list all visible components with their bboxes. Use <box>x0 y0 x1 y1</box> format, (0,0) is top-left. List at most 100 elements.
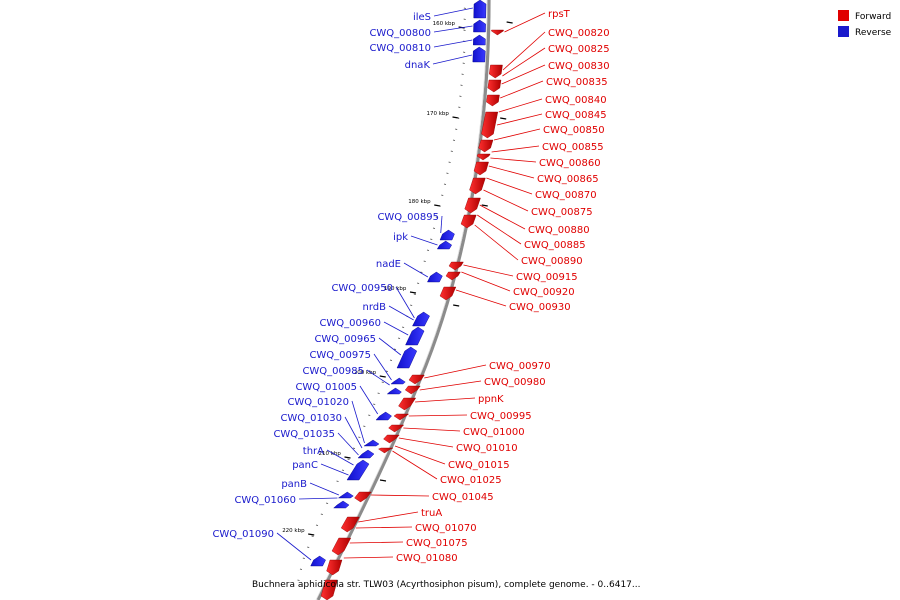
forward-gene-feature <box>439 286 457 301</box>
forward-gene-feature <box>476 153 491 161</box>
forward-gene-label[interactable]: rpsT <box>548 9 571 20</box>
reverse-gene-label[interactable]: CWQ_00960 <box>319 318 381 329</box>
reverse-leader-line <box>337 432 359 456</box>
reverse-gene-label[interactable]: panC <box>292 460 318 471</box>
reverse-gene-label[interactable]: ileS <box>413 12 431 23</box>
forward-gene-label[interactable]: truA <box>421 508 442 519</box>
reverse-gene-label[interactable]: nadE <box>376 259 401 270</box>
forward-gene-label[interactable]: CWQ_00920 <box>513 287 575 298</box>
reverse-gene-label[interactable]: nrdB <box>363 302 387 313</box>
forward-gene-label[interactable]: CWQ_00875 <box>531 207 593 218</box>
reverse-gene-label[interactable]: CWQ_01005 <box>295 382 357 393</box>
forward-gene-label[interactable]: CWQ_01015 <box>448 460 510 471</box>
reverse-gene-label[interactable]: CWQ_00810 <box>369 43 431 54</box>
forward-gene-label[interactable]: CWQ_01025 <box>440 475 502 486</box>
forward-gene-label[interactable]: CWQ_00930 <box>509 302 571 313</box>
reverse-gene-label[interactable]: CWQ_00985 <box>302 366 364 377</box>
tick-label: 220 kbp <box>282 528 305 534</box>
forward-leader-line <box>408 414 468 417</box>
reverse-leader-line <box>410 235 438 246</box>
reverse-leader-line <box>366 369 390 386</box>
minor-tick <box>417 282 420 284</box>
forward-gene-label[interactable]: CWQ_00890 <box>521 256 583 267</box>
reverse-gene-label[interactable]: CWQ_00975 <box>309 350 371 361</box>
minor-tick <box>381 381 384 383</box>
forward-gene-label[interactable]: CWQ_00855 <box>542 142 604 153</box>
forward-gene-label[interactable]: CWQ_00840 <box>545 95 607 106</box>
forward-gene-label[interactable]: CWQ_01080 <box>396 553 458 564</box>
reverse-gene-feature <box>333 500 350 509</box>
forward-gene-feature <box>398 397 417 411</box>
label-layer: rpsT CWQ_00820 CWQ_00825 CWQ_00830 CWQ_00835… <box>212 7 610 564</box>
forward-gene-label[interactable]: CWQ_00825 <box>548 44 610 55</box>
reverse-gene-feature <box>405 326 425 346</box>
forward-gene-label[interactable]: ppnK <box>478 394 504 405</box>
minor-tick <box>463 29 466 31</box>
reverse-gene-feature <box>436 240 452 250</box>
forward-gene-label[interactable]: CWQ_00865 <box>537 174 599 185</box>
minor-tick <box>413 293 416 295</box>
forward-gene-feature <box>481 111 499 139</box>
forward-gene-feature <box>460 214 477 229</box>
forward-gene-label[interactable]: CWQ_00820 <box>548 28 610 39</box>
reverse-gene-label[interactable]: CWQ_00800 <box>369 28 431 39</box>
minor-tick <box>320 513 323 515</box>
legend-swatch-reverse <box>838 26 849 37</box>
forward-leader-line <box>486 177 533 195</box>
reverse-gene-label[interactable]: CWQ_01020 <box>287 397 349 408</box>
forward-gene-feature <box>331 537 352 556</box>
reverse-gene-label[interactable]: panB <box>281 479 307 490</box>
minor-tick <box>358 436 361 438</box>
forward-gene-label[interactable]: CWQ_00860 <box>539 158 601 169</box>
forward-leader-line <box>474 224 519 261</box>
forward-gene-label[interactable]: CWQ_00915 <box>516 272 578 283</box>
forward-gene-label[interactable]: CWQ_00970 <box>489 361 551 372</box>
forward-gene-label[interactable]: CWQ_01075 <box>406 538 468 549</box>
reverse-gene-label[interactable]: CWQ_00895 <box>377 212 439 223</box>
minor-tick <box>463 7 466 9</box>
minor-tick <box>438 205 441 207</box>
forward-gene-label[interactable]: CWQ_00845 <box>545 110 607 121</box>
forward-gene-label[interactable]: CWQ_00995 <box>470 411 532 422</box>
reverse-gene-label[interactable]: dnaK <box>405 60 431 71</box>
reverse-gene-label[interactable]: CWQ_01060 <box>234 495 296 506</box>
minor-tick <box>347 458 350 460</box>
forward-gene-label[interactable]: CWQ_00980 <box>484 377 546 388</box>
forward-leader-line <box>370 494 430 497</box>
forward-leader-line <box>415 397 476 403</box>
reverse-gene-label[interactable]: CWQ_01030 <box>280 413 342 424</box>
forward-leader-line <box>403 427 461 432</box>
reverse-gene-label[interactable]: CWQ_00965 <box>314 334 376 345</box>
forward-gene-feature <box>404 385 421 395</box>
minor-tick <box>341 469 345 471</box>
forward-gene-label[interactable]: CWQ_01070 <box>415 523 477 534</box>
forward-gene-label[interactable]: CWQ_01000 <box>463 427 525 438</box>
forward-gene-label[interactable]: CWQ_01045 <box>432 492 494 503</box>
reverse-gene-feature <box>473 0 487 19</box>
forward-gene-label[interactable]: CWQ_00850 <box>543 125 605 136</box>
minor-tick <box>463 18 466 20</box>
tick-label: 200 kbp <box>354 370 377 376</box>
forward-gene-label[interactable]: CWQ_00870 <box>535 190 597 201</box>
reverse-leader-line <box>378 337 402 356</box>
reverse-gene-label[interactable]: CWQ_01090 <box>212 529 274 540</box>
forward-gene-label[interactable]: CWQ_01010 <box>456 443 518 454</box>
forward-leader-line <box>477 214 522 245</box>
reverse-gene-label[interactable]: thrA <box>303 446 324 457</box>
reverse-gene-label[interactable]: CWQ_00950 <box>331 283 393 294</box>
tick-layer: 160 kbp 170 kbp 180 kbp 190 kbp 200 kbp 210 k… <box>282 7 513 581</box>
reverse-gene-label[interactable]: ipk <box>393 232 408 243</box>
forward-gene-label[interactable]: CWQ_00830 <box>548 61 610 72</box>
reverse-gene-feature <box>375 411 392 421</box>
forward-gene-label[interactable]: CWQ_00835 <box>546 77 608 88</box>
minor-tick <box>402 326 405 328</box>
forward-gene-feature <box>478 139 494 153</box>
forward-gene-label[interactable]: CWQ_00885 <box>524 240 586 251</box>
minor-tick <box>389 359 393 361</box>
forward-leader-line <box>461 271 511 292</box>
minor-tick <box>423 260 426 262</box>
reverse-gene-feature <box>337 491 354 499</box>
reverse-gene-label[interactable]: CWQ_01035 <box>273 429 335 440</box>
minor-tick <box>450 150 453 152</box>
forward-gene-label[interactable]: CWQ_00880 <box>528 225 590 236</box>
